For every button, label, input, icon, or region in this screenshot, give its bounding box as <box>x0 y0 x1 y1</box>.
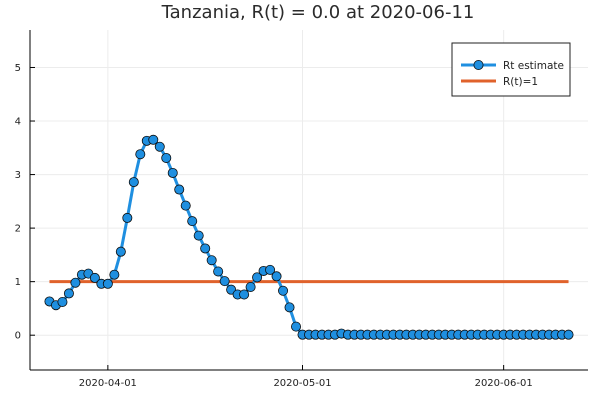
rt-point <box>252 272 263 283</box>
rt-point <box>70 277 81 288</box>
rt-point <box>174 184 185 195</box>
rt-point <box>167 167 178 178</box>
rt-point <box>284 302 295 313</box>
legend-label-rt-estimate: Rt estimate <box>503 60 564 72</box>
legend-label-rt-equals-1: R(t)=1 <box>503 76 538 88</box>
rt-point <box>128 177 139 188</box>
y-tick-label: 5 <box>15 63 21 74</box>
x-tick-label: 2020-04-01 <box>79 378 137 389</box>
rt-point <box>213 266 224 277</box>
series-layer <box>44 134 574 340</box>
y-tick-label: 2 <box>15 224 21 235</box>
y-tick-label: 3 <box>15 170 21 181</box>
rt-point <box>265 264 276 275</box>
rt-point <box>200 243 211 254</box>
legend-box <box>451 42 571 97</box>
rt-point <box>148 134 159 145</box>
y-tick-label: 4 <box>15 117 21 128</box>
rt-point <box>206 255 217 266</box>
rt-point <box>102 278 113 289</box>
rt-point <box>245 282 256 293</box>
tick-labels: 0 1 2 3 4 5 2020-04-01 2020-05-01 2020-06-01 <box>15 63 533 389</box>
rt-point <box>291 321 302 332</box>
legend-rt-swatch-marker <box>473 60 484 71</box>
rt-point <box>563 329 574 340</box>
rt-point <box>109 269 120 280</box>
rt-point <box>161 152 172 163</box>
legend: Rt estimate R(t)=1 <box>451 42 571 97</box>
rt-point <box>278 285 289 296</box>
chart-title: Tanzania, R(t) = 0.0 at 2020-06-11 <box>161 2 475 23</box>
rt-point <box>154 141 165 152</box>
rt-point <box>115 246 126 257</box>
rt-point <box>187 216 198 227</box>
rt-point <box>271 271 282 282</box>
y-tick-label: 0 <box>15 331 21 342</box>
rt-point <box>57 296 68 307</box>
rt-point <box>239 289 250 300</box>
axes <box>29 30 588 371</box>
series-line-rt-estimate <box>48 138 569 337</box>
x-tick-label: 2020-05-01 <box>273 378 331 389</box>
y-tick-label: 1 <box>15 277 21 288</box>
rt-point <box>180 200 191 211</box>
rt-point <box>135 149 146 160</box>
rt-point <box>219 276 230 287</box>
rt-point <box>63 288 74 299</box>
rt-point <box>193 230 204 241</box>
rt-point <box>122 212 133 223</box>
rt-point <box>89 272 100 283</box>
x-tick-label: 2020-06-01 <box>475 378 533 389</box>
